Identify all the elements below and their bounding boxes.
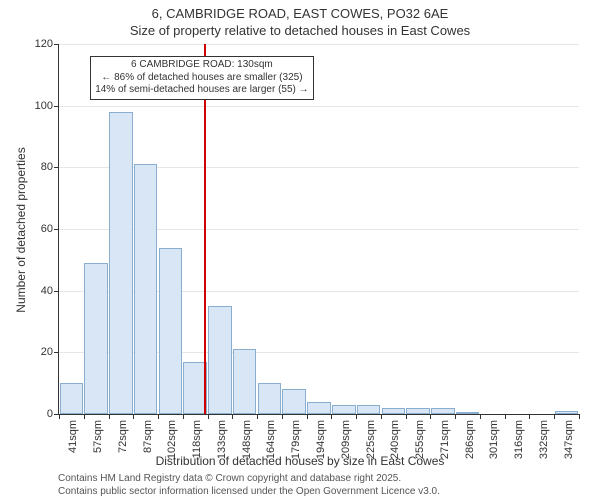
grid-line <box>59 44 579 45</box>
histogram-bar <box>134 164 158 414</box>
x-tick-mark <box>529 414 530 419</box>
chart-title: 6, CAMBRIDGE ROAD, EAST COWES, PO32 6AE <box>0 0 600 23</box>
histogram-bar <box>109 112 133 414</box>
chart-subtitle: Size of property relative to detached ho… <box>0 23 600 40</box>
histogram-bar <box>159 248 183 415</box>
annotation-line1: 6 CAMBRIDGE ROAD: 130sqm <box>95 59 308 72</box>
histogram-bar <box>60 383 84 414</box>
x-tick-mark <box>505 414 506 419</box>
x-tick-mark <box>331 414 332 419</box>
x-tick-label: 72sqm <box>117 420 129 453</box>
y-tick-label: 120 <box>35 38 59 50</box>
x-tick-label: 57sqm <box>92 420 104 453</box>
annotation-line3: 14% of semi-detached houses are larger (… <box>95 84 308 97</box>
x-tick-label: 41sqm <box>67 420 79 453</box>
histogram-bar <box>456 412 480 414</box>
histogram-bar <box>84 263 108 414</box>
histogram-bar <box>357 405 381 414</box>
x-tick-mark <box>183 414 184 419</box>
y-tick-label: 60 <box>41 223 59 235</box>
histogram-bar <box>233 349 257 414</box>
x-tick-label: 118sqm <box>191 420 203 458</box>
x-tick-mark <box>133 414 134 419</box>
x-tick-mark <box>282 414 283 419</box>
attribution: Contains HM Land Registry data © Crown c… <box>58 473 440 498</box>
histogram-bar <box>555 411 579 414</box>
attribution-line2: Contains public sector information licen… <box>58 486 440 499</box>
x-axis-label: Distribution of detached houses by size … <box>0 454 600 468</box>
histogram-bar <box>208 306 232 414</box>
x-tick-mark <box>232 414 233 419</box>
y-tick-label: 0 <box>47 408 59 420</box>
histogram-bar <box>282 389 306 414</box>
attribution-line1: Contains HM Land Registry data © Crown c… <box>58 473 440 486</box>
histogram-bar <box>307 402 331 414</box>
grid-line <box>59 106 579 107</box>
histogram-bar <box>332 405 356 414</box>
histogram-bar <box>406 408 430 414</box>
x-tick-label: 87sqm <box>142 420 154 453</box>
annotation-box: 6 CAMBRIDGE ROAD: 130sqm← 86% of detache… <box>90 56 313 100</box>
x-tick-mark <box>307 414 308 419</box>
x-tick-mark <box>430 414 431 419</box>
x-tick-mark <box>356 414 357 419</box>
x-tick-mark <box>579 414 580 419</box>
y-tick-label: 20 <box>41 346 59 358</box>
x-tick-mark <box>208 414 209 419</box>
plot-area: 02040608010012041sqm57sqm72sqm87sqm102sq… <box>58 44 579 415</box>
x-tick-mark <box>480 414 481 419</box>
histogram-bar <box>382 408 406 414</box>
x-tick-mark <box>158 414 159 419</box>
histogram-bar <box>431 408 455 414</box>
x-tick-mark <box>381 414 382 419</box>
x-tick-mark <box>84 414 85 419</box>
y-tick-label: 100 <box>35 100 59 112</box>
y-tick-label: 40 <box>41 285 59 297</box>
x-tick-mark <box>257 414 258 419</box>
y-tick-label: 80 <box>41 161 59 173</box>
x-tick-mark <box>554 414 555 419</box>
x-tick-mark <box>406 414 407 419</box>
x-tick-mark <box>59 414 60 419</box>
x-tick-mark <box>455 414 456 419</box>
y-axis-label: Number of detached properties <box>14 147 28 312</box>
histogram-bar <box>258 383 282 414</box>
chart-container: 6, CAMBRIDGE ROAD, EAST COWES, PO32 6AE … <box>0 0 600 500</box>
x-tick-mark <box>109 414 110 419</box>
annotation-line2: ← 86% of detached houses are smaller (32… <box>95 72 308 85</box>
